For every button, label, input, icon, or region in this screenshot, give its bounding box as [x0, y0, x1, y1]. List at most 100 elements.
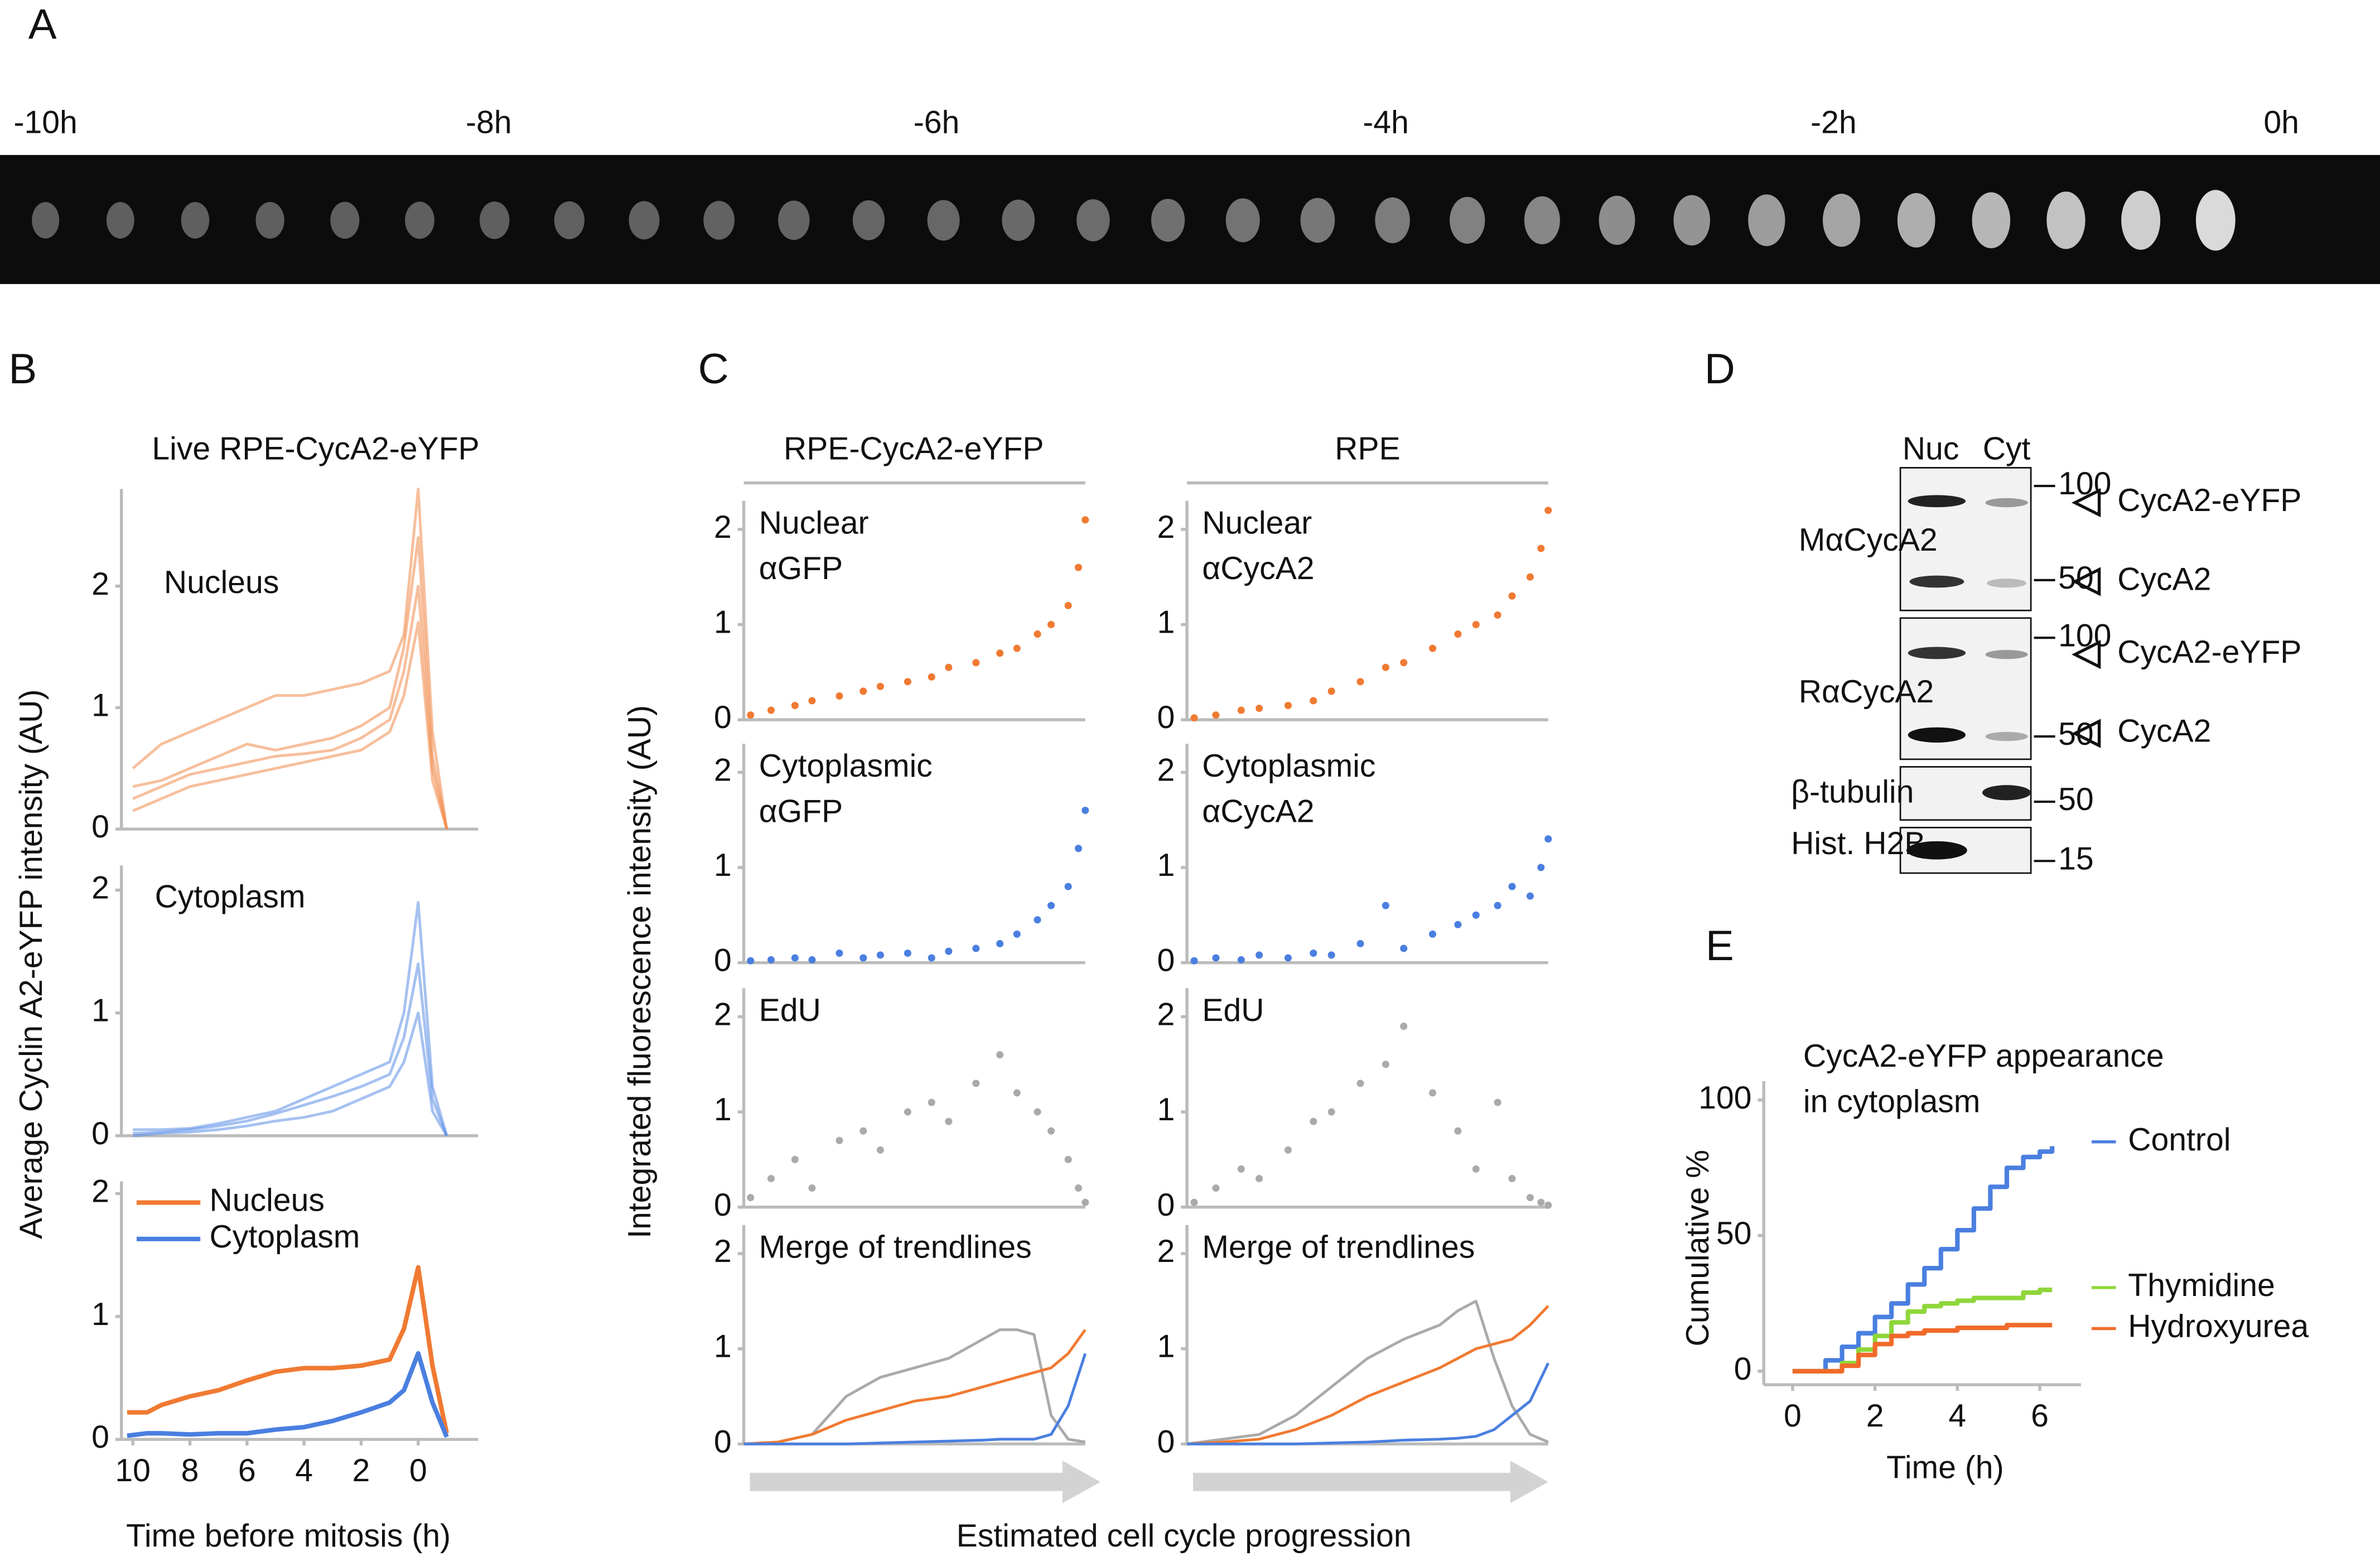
marker-label: 50 — [2058, 560, 2094, 596]
series-line — [133, 962, 448, 1136]
band — [1985, 498, 2028, 508]
y-tick-label: 1 — [714, 1329, 732, 1365]
point — [876, 682, 884, 690]
cell — [1524, 196, 1560, 244]
point — [1082, 516, 1089, 524]
point — [1074, 1184, 1083, 1192]
legend-label: Nucleus — [210, 1183, 325, 1218]
series-line — [744, 1353, 1087, 1446]
series-line — [132, 488, 448, 830]
series-line — [744, 1328, 1086, 1446]
point — [1454, 921, 1462, 928]
band-arrow — [2071, 567, 2101, 596]
y-tick-label: 0 — [1157, 700, 1175, 735]
point — [1310, 1117, 1317, 1125]
cell — [1450, 196, 1485, 244]
point — [791, 1155, 799, 1163]
y-tick-label: 1 — [1157, 1329, 1175, 1365]
point — [747, 957, 755, 965]
point — [860, 954, 867, 962]
y-tick-label: 1 — [1157, 605, 1175, 640]
y-tick-label: 1 — [91, 687, 109, 723]
point — [1190, 1198, 1198, 1206]
point — [1284, 1146, 1292, 1154]
point — [1082, 1198, 1089, 1206]
point — [808, 956, 816, 963]
point — [1013, 644, 1021, 652]
point — [1382, 902, 1389, 909]
cell — [1076, 199, 1110, 242]
x-tick-label: 0 — [409, 1453, 427, 1488]
point — [767, 1174, 775, 1183]
point — [928, 954, 935, 962]
time-label: -6h — [914, 104, 960, 140]
point — [876, 951, 884, 959]
y-tick-label: 0 — [91, 1116, 109, 1152]
band-arrow — [2071, 719, 2101, 748]
cell — [1002, 199, 1035, 241]
lane-label: Cyt — [1983, 431, 2031, 467]
point — [1472, 1165, 1480, 1173]
series-line — [1186, 1299, 1549, 1446]
time-label: -4h — [1363, 104, 1409, 140]
y-tick-label: 2 — [91, 566, 109, 602]
band-label: CycA2-eYFP — [2117, 634, 2301, 670]
y-tick-label: 50 — [1716, 1216, 1752, 1251]
cell — [1375, 197, 1410, 243]
x-tick-label: 4 — [1948, 1398, 1966, 1434]
marker-label: 100 — [2058, 466, 2111, 502]
point — [1472, 620, 1480, 629]
cell — [1897, 193, 1935, 248]
cell — [2195, 190, 2236, 251]
point — [1074, 845, 1083, 852]
time-label: 0h — [2263, 104, 2299, 140]
cell — [1300, 197, 1335, 243]
point — [1256, 705, 1263, 712]
point — [808, 1184, 816, 1192]
y-tick-label: 2 — [1157, 997, 1175, 1033]
point — [1327, 1108, 1335, 1116]
point — [1544, 507, 1552, 514]
point — [747, 711, 755, 719]
point — [1237, 706, 1245, 714]
point — [1537, 864, 1545, 871]
panel-label: D — [1705, 345, 1735, 393]
cell — [255, 201, 284, 239]
y-tick-label: 0 — [714, 943, 732, 979]
band-arrow — [2071, 488, 2101, 518]
point — [1526, 1194, 1534, 1202]
marker-label: 100 — [2058, 618, 2111, 653]
series-line — [1792, 1146, 2055, 1374]
point — [1356, 940, 1364, 947]
panel-label: B — [8, 345, 37, 393]
x-tick-label: 0 — [1784, 1398, 1802, 1434]
time-label: -8h — [466, 104, 512, 140]
point — [1047, 1127, 1055, 1135]
band — [1908, 495, 1966, 508]
chart-title: Cytoplasmic — [1202, 748, 1375, 784]
chart-title: EdU — [759, 993, 821, 1028]
chart-title: Cytoplasm — [155, 879, 306, 914]
antibody-label: β-tubulin — [1791, 774, 1914, 810]
legend-label: Cytoplasm — [210, 1219, 360, 1255]
y-tick-label: 2 — [1157, 752, 1175, 788]
point — [972, 945, 980, 952]
point — [1034, 916, 1041, 924]
point — [1034, 630, 1041, 638]
point — [1034, 1108, 1041, 1116]
point — [972, 1080, 980, 1087]
chart-title: Merge of trendlines — [1202, 1229, 1475, 1265]
point — [1508, 883, 1516, 890]
legend-label: Control — [2128, 1122, 2231, 1158]
cell — [32, 202, 60, 239]
y-tick-label: 2 — [1157, 1234, 1175, 1269]
band-label: CycA2 — [2117, 562, 2211, 598]
x-tick-label: 8 — [181, 1453, 199, 1488]
cell — [330, 201, 360, 239]
point — [972, 659, 980, 667]
point — [1047, 620, 1055, 629]
point — [1428, 1089, 1437, 1097]
band-label: CycA2-eYFP — [2117, 483, 2301, 518]
point — [860, 687, 867, 695]
